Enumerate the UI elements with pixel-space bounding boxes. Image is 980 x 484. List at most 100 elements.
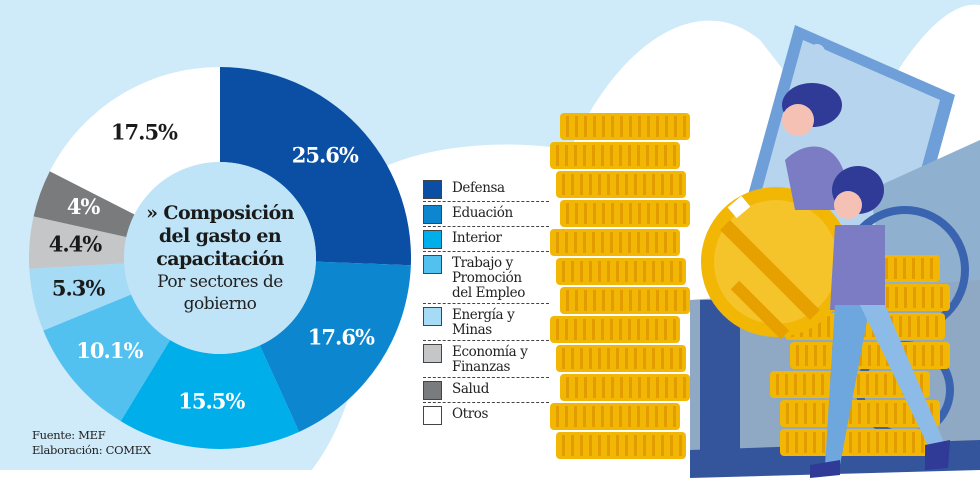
chart-legend: Defensa Eduación Interior Trabajo y Promoció…: [423, 177, 549, 427]
coin-ridge: [580, 435, 583, 456]
coin: [556, 171, 686, 198]
legend-item: Economía y Finanzas: [423, 341, 549, 378]
legend-label: Energía y Minas: [452, 306, 515, 338]
coin-ridge: [656, 116, 659, 137]
legend-label-line: Trabajo y: [452, 255, 513, 271]
donut-slice-3: [120, 340, 300, 450]
coin-ridge: [611, 203, 614, 224]
coin-ridge: [812, 374, 815, 395]
coin-ridge: [893, 374, 896, 395]
girl-illustration: [810, 166, 950, 478]
coin-ridge: [589, 348, 592, 369]
coin-ridge: [858, 403, 861, 424]
donut-slice-5: [29, 263, 132, 331]
coin-ridge: [583, 406, 586, 427]
coin-ridge: [592, 406, 595, 427]
legend-label: Interior: [452, 229, 502, 246]
legend-swatch: [423, 180, 442, 199]
donut-slice-2: [259, 261, 411, 432]
coin: [560, 374, 690, 401]
donut-inner-circle: [124, 162, 316, 354]
coin-ridge: [673, 232, 676, 253]
coin-ridge: [822, 403, 825, 424]
coin-ridge: [580, 174, 583, 195]
coin-ridge: [592, 232, 595, 253]
slice-label-3: 15.5%: [178, 389, 245, 414]
coin-ridge: [584, 377, 587, 398]
coin-ridge: [610, 232, 613, 253]
legend-item: Trabajo y Promoción del Empleo: [423, 252, 549, 304]
coin: [550, 229, 680, 256]
coin-ridge: [857, 374, 860, 395]
coin-ridge: [616, 435, 619, 456]
coin-ridge: [556, 145, 559, 166]
coin-ridge: [589, 435, 592, 456]
coin-ridge: [673, 319, 676, 340]
coin-ridge: [786, 432, 789, 453]
coin-ridge: [877, 345, 880, 366]
coin-ridge: [628, 406, 631, 427]
coin-ridge: [803, 374, 806, 395]
coin-ridge: [922, 345, 925, 366]
coin-ridge: [912, 432, 915, 453]
coin-ridge: [601, 406, 604, 427]
elaboration-line: Elaboración: COMEX: [32, 443, 151, 457]
legend-item: Eduación: [423, 202, 549, 227]
legend-label-line: Salud: [452, 381, 489, 397]
legend-label-line: Eduación: [452, 205, 513, 221]
coin-ridge: [566, 377, 569, 398]
coin-ridge: [643, 174, 646, 195]
coin-ridge: [922, 287, 925, 308]
legend-label-line: Energía y: [452, 307, 515, 323]
coin-ridge: [584, 116, 587, 137]
coin-ridge: [589, 261, 592, 282]
legend-label-line: Finanzas: [452, 359, 511, 375]
coin-ridge: [602, 203, 605, 224]
coin-ridge: [804, 432, 807, 453]
coin-ridge: [592, 145, 595, 166]
coin-ridge: [664, 232, 667, 253]
coin-ridge: [593, 377, 596, 398]
legend-item: Otros: [423, 403, 549, 427]
big-coin-illustration: [701, 187, 851, 340]
coin-ridge: [679, 348, 682, 369]
coin-ridge: [875, 374, 878, 395]
donut-slice-1: [220, 67, 411, 266]
slice-label-4: 10.1%: [76, 338, 143, 363]
coin-ridge: [795, 403, 798, 424]
coin-ridge: [571, 174, 574, 195]
coin-ridge: [823, 345, 826, 366]
coin-ridge: [867, 432, 870, 453]
slice-label-2: 17.6%: [308, 325, 375, 350]
coin-ridge: [634, 435, 637, 456]
coin-ridge: [620, 377, 623, 398]
coin-ridge: [665, 203, 668, 224]
coin-ridge: [593, 203, 596, 224]
coin-ridge: [876, 403, 879, 424]
coin-ridge: [593, 116, 596, 137]
coin-ridge: [638, 203, 641, 224]
coin-ridge: [917, 316, 920, 337]
coin-ridge: [601, 319, 604, 340]
coin-ridge: [656, 377, 659, 398]
legend-label-line: Interior: [452, 230, 502, 246]
legend-item: Defensa: [423, 177, 549, 202]
coin-ridge: [583, 145, 586, 166]
coin-ridge: [629, 377, 632, 398]
coin-ridge: [620, 203, 623, 224]
coin-ridge: [785, 374, 788, 395]
coin-ridge: [593, 290, 596, 311]
coin-ridge: [679, 435, 682, 456]
money-illustration: [550, 25, 980, 478]
coin-ridge: [670, 348, 673, 369]
donut-slice-6: [28, 216, 127, 269]
coin-ridge: [674, 290, 677, 311]
coin-ridge: [629, 290, 632, 311]
coin-ridge: [940, 345, 943, 366]
coin-ridge: [665, 290, 668, 311]
legend-swatch: [423, 344, 442, 363]
coin-ridge: [620, 116, 623, 137]
coin-ridge: [598, 348, 601, 369]
coin-ridge: [647, 290, 650, 311]
